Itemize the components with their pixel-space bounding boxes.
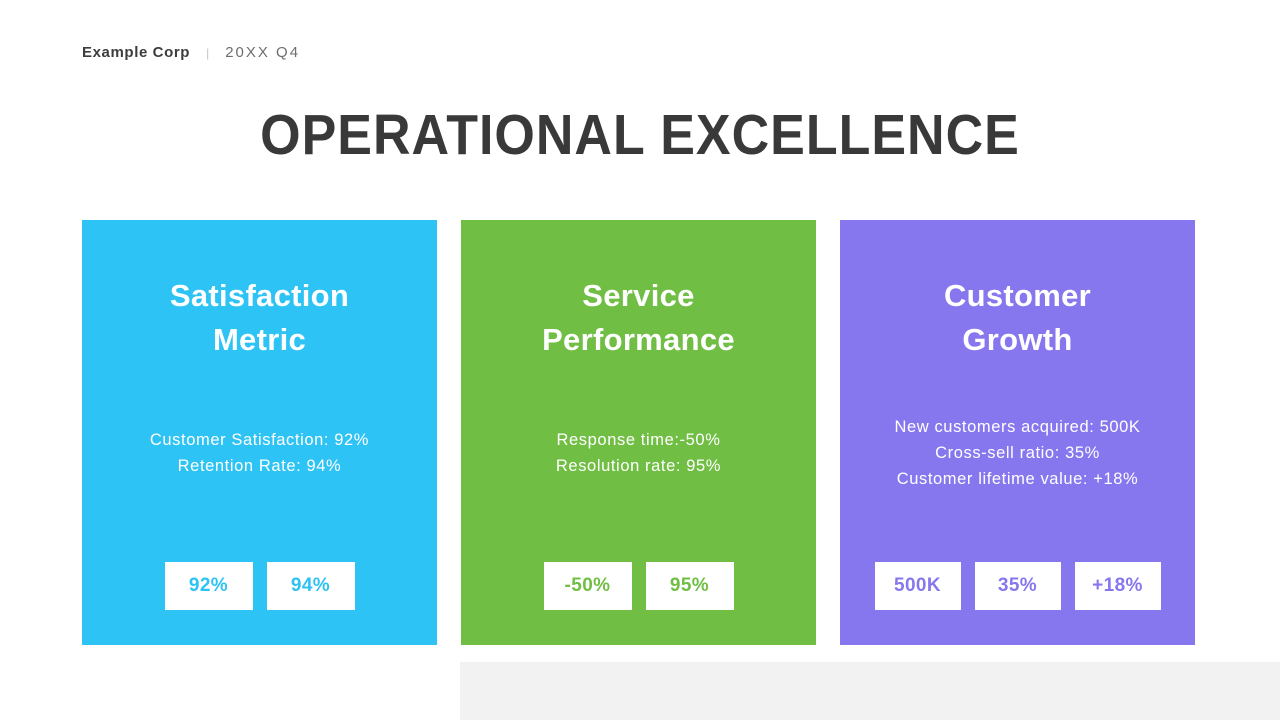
footer-shade-decoration <box>460 662 1280 720</box>
slide-header: Example Corp | 20XX Q4 <box>82 44 300 61</box>
card-metrics: New customers acquired: 500K Cross-sell … <box>846 408 1189 498</box>
card-metrics: Response time:-50% Resolution rate: 95% <box>467 408 810 498</box>
metric-line: Retention Rate: 94% <box>177 457 342 475</box>
stat-badge: +18% <box>1074 562 1161 610</box>
card-title: Satisfaction Metric <box>169 278 350 358</box>
card-satisfaction-metric: Satisfaction Metric Customer Satisfactio… <box>82 220 437 645</box>
metric-line: Resolution rate: 95% <box>555 457 722 475</box>
report-period: 20XX Q4 <box>225 44 301 61</box>
card-title: Service Performance <box>542 278 735 358</box>
badge-row: 92% 94% <box>82 562 437 610</box>
card-customer-growth: Customer Growth New customers acquired: … <box>840 220 1195 645</box>
company-name: Example Corp <box>82 44 191 61</box>
card-title: Customer Growth <box>943 278 1092 358</box>
stat-badge: 95% <box>645 562 734 610</box>
slide-title: OPERATIONAL EXCELLENCE <box>260 104 1020 167</box>
header-divider: | <box>206 45 210 60</box>
metric-line: New customers acquired: 500K <box>894 418 1141 436</box>
cards-row: Satisfaction Metric Customer Satisfactio… <box>82 220 1195 645</box>
metric-line: Response time:-50% <box>556 431 721 449</box>
metric-line: Customer lifetime value: +18% <box>896 470 1139 488</box>
stat-badge: 500K <box>874 562 961 610</box>
badge-row: -50% 95% <box>461 562 816 610</box>
badge-row: 500K 35% +18% <box>840 562 1195 610</box>
metric-line: Cross-sell ratio: 35% <box>935 444 1100 462</box>
stat-badge: 35% <box>974 562 1061 610</box>
stat-badge: 92% <box>164 562 253 610</box>
metric-line: Customer Satisfaction: 92% <box>149 431 370 449</box>
card-metrics: Customer Satisfaction: 92% Retention Rat… <box>88 408 431 498</box>
stat-badge: -50% <box>543 562 632 610</box>
stat-badge: 94% <box>266 562 355 610</box>
card-service-performance: Service Performance Response time:-50% R… <box>461 220 816 645</box>
